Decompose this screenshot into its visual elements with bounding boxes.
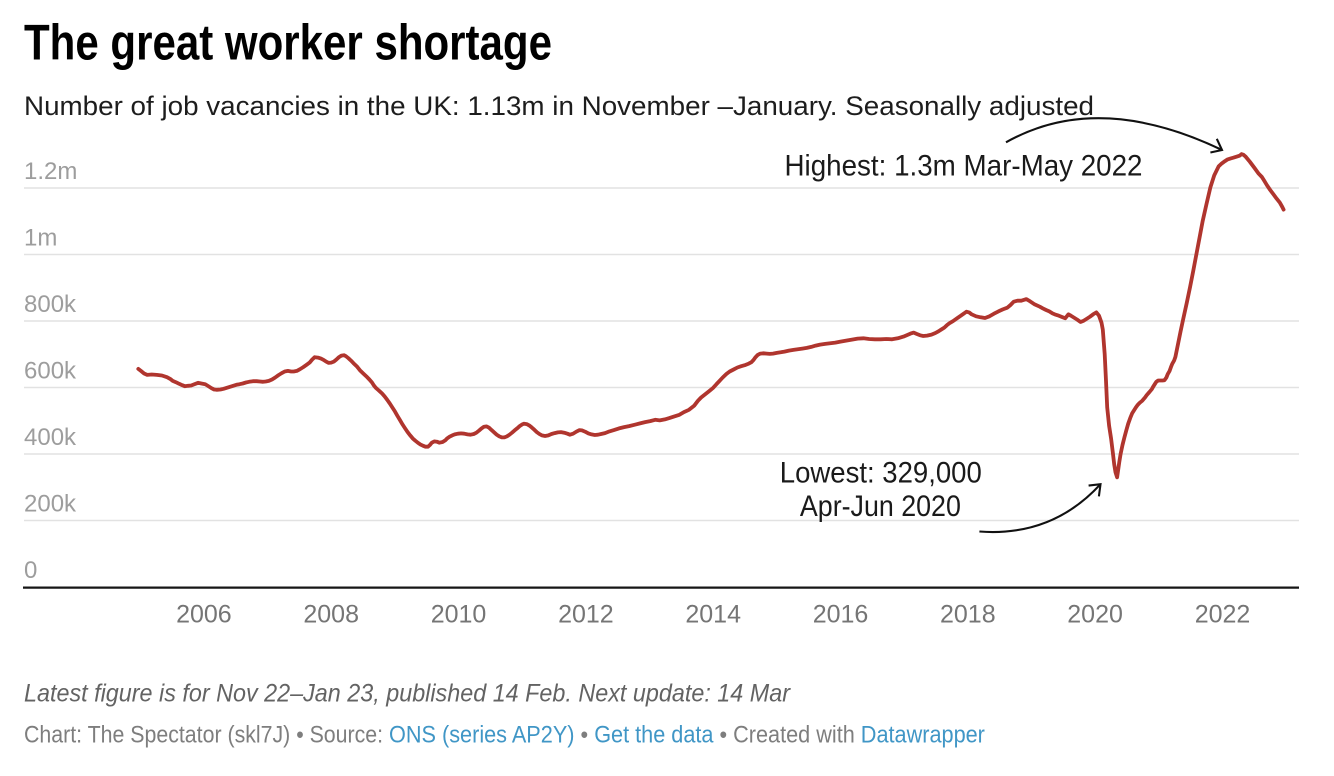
svg-text:2018: 2018 bbox=[940, 600, 996, 628]
svg-text:0: 0 bbox=[24, 557, 37, 584]
svg-text:2010: 2010 bbox=[431, 600, 487, 628]
svg-text:2006: 2006 bbox=[176, 600, 232, 628]
svg-text:800k: 800k bbox=[24, 291, 77, 318]
svg-text:Datawrapper: Datawrapper bbox=[861, 722, 985, 749]
svg-text:2014: 2014 bbox=[685, 600, 741, 628]
svg-text:Get the data: Get the data bbox=[594, 722, 714, 749]
svg-text:1.2m: 1.2m bbox=[24, 158, 77, 185]
svg-text:Chart: The Spectator (skl7J) •: Chart: The Spectator (skl7J) • Source: bbox=[24, 722, 389, 749]
svg-text:600k: 600k bbox=[24, 358, 77, 385]
svg-text:Highest: 1.3m Mar-May 2022: Highest: 1.3m Mar-May 2022 bbox=[785, 150, 1143, 183]
svg-text:Number of job vacancies in the: Number of job vacancies in the UK: 1.13m… bbox=[24, 91, 1094, 121]
svg-text:The great worker shortage: The great worker shortage bbox=[24, 15, 552, 71]
svg-text:2012: 2012 bbox=[558, 600, 614, 628]
svg-text:Lowest: 329,000: Lowest: 329,000 bbox=[780, 457, 982, 490]
svg-text:1m: 1m bbox=[24, 225, 57, 252]
svg-text:200k: 200k bbox=[24, 491, 77, 518]
svg-text:2020: 2020 bbox=[1067, 600, 1123, 628]
svg-text:Apr-Jun 2020: Apr-Jun 2020 bbox=[800, 490, 961, 523]
svg-text:2022: 2022 bbox=[1195, 600, 1251, 628]
svg-text:•: • bbox=[575, 722, 595, 749]
svg-text:Latest figure is for Nov 22–Ja: Latest figure is for Nov 22–Jan 23, publ… bbox=[24, 680, 792, 708]
svg-text:2008: 2008 bbox=[303, 600, 359, 628]
svg-text:400k: 400k bbox=[24, 424, 77, 451]
svg-text:• Created with: • Created with bbox=[714, 722, 861, 749]
svg-text:2016: 2016 bbox=[813, 600, 869, 628]
svg-text:ONS (series AP2Y): ONS (series AP2Y) bbox=[389, 722, 575, 749]
